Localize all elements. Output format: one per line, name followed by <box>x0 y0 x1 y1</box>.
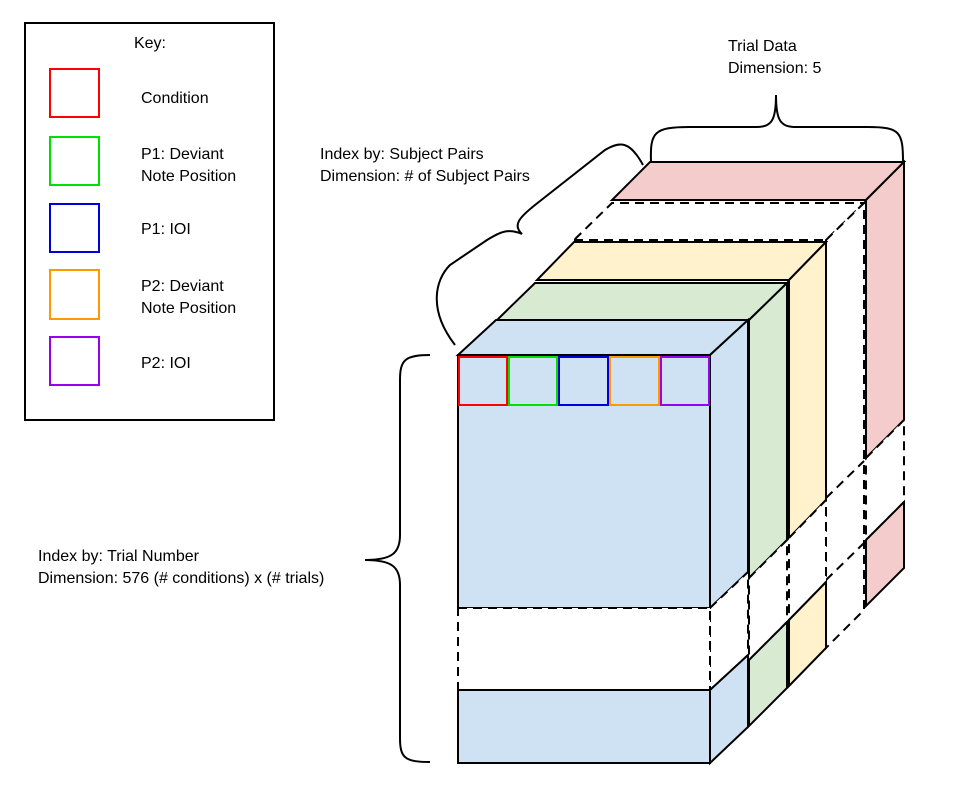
cell-p2-deviant <box>609 356 660 406</box>
key-label-p1-ioi: P1: IOI <box>141 221 191 238</box>
layer-4-side <box>865 159 905 461</box>
layer-3-top <box>571 202 867 241</box>
subject-pairs-label-2: Dimension: # of Subject Pairs <box>320 168 530 185</box>
subject-pairs-label-1: Index by: Subject Pairs <box>320 146 484 163</box>
layer-2-top <box>534 241 829 281</box>
key-label-p1-deviant-2: Note Position <box>141 168 236 185</box>
layer-pair-2 <box>534 239 829 689</box>
cell-p1-ioi <box>558 356 609 406</box>
key-swatch-p2-ioi <box>49 336 100 386</box>
cell-p1-deviant <box>508 356 558 406</box>
layer-1-top <box>494 282 790 321</box>
key-label-p2-deviant-1: P2: Deviant <box>141 278 224 295</box>
trial-number-label-1: Index by: Trial Number <box>38 548 200 565</box>
key-panel: Key: Condition P1: Deviant Note Position… <box>24 22 275 421</box>
layer-2-side <box>788 239 827 541</box>
key-swatch-p1-deviant <box>49 136 100 186</box>
trial-data-brace <box>649 94 904 163</box>
key-swatch-p1-ioi <box>49 203 100 253</box>
subject-pairs-brace <box>435 143 644 346</box>
layer-pair-0 <box>455 317 751 766</box>
key-label-p2-deviant-2: Note Position <box>141 300 236 317</box>
key-swatch-p2-deviant <box>49 269 100 320</box>
cell-condition <box>458 356 508 406</box>
layer-0-front-lower <box>457 689 711 764</box>
layer-1-side <box>748 280 788 581</box>
trial-number-brace <box>364 354 431 763</box>
layer-0-front-upper <box>457 354 711 609</box>
layer-0-top <box>455 319 751 356</box>
trial-number-label-2: Dimension: 576 (# conditions) x (# trial… <box>38 570 324 587</box>
layer-pair-4 <box>609 159 907 609</box>
key-swatch-condition <box>49 68 100 118</box>
trial-data-label-1: Trial Data <box>728 38 797 55</box>
layer-pair-1 <box>494 280 790 729</box>
cell-p2-ioi <box>660 356 710 406</box>
layer-4-top <box>609 161 907 201</box>
key-label-p1-deviant-1: P1: Deviant <box>141 146 224 163</box>
key-label-condition: Condition <box>141 90 209 107</box>
trial-data-label-2: Dimension: 5 <box>728 60 821 77</box>
layer-0-side <box>709 317 749 611</box>
key-title: Key: <box>134 35 166 52</box>
layer-pair-3 <box>571 200 867 651</box>
layer-0-front-gap <box>457 607 711 691</box>
layer-3-side <box>825 200 865 651</box>
key-label-p2-ioi: P2: IOI <box>141 355 191 372</box>
